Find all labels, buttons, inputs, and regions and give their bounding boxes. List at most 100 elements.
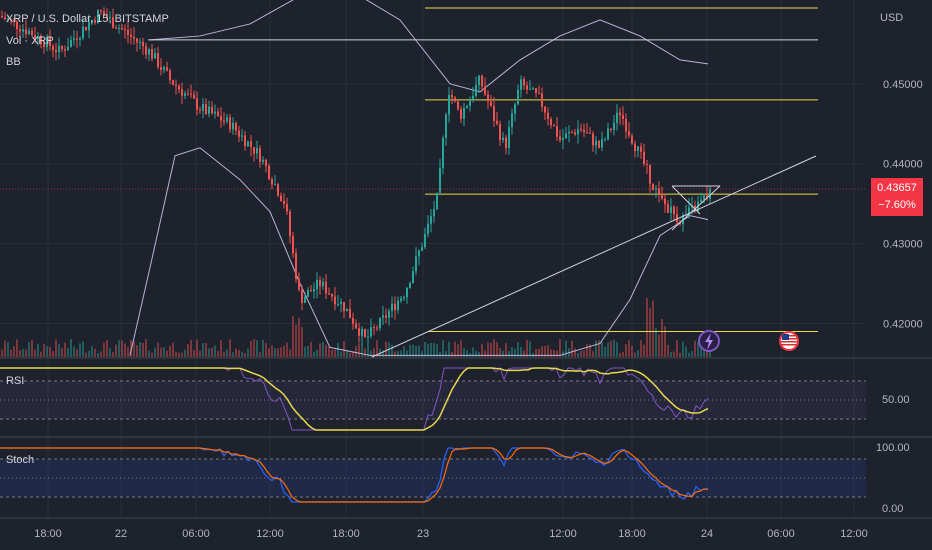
stoch-label[interactable]: Stoch [6,454,35,466]
volume-bar [577,352,579,357]
candle-body [637,146,639,151]
candle-body [340,301,342,305]
volume-bar [247,348,249,357]
candle-body [490,101,492,106]
volume-bar [349,352,351,357]
candle-body [196,98,198,110]
volume-bar [541,346,543,357]
candle-body [58,45,60,53]
candle-body [622,115,624,119]
candle-body [34,35,36,39]
candle-body [349,308,351,319]
candle-body [22,29,24,32]
candle-body [262,159,264,162]
volume-bar [184,349,186,357]
volume-bar [67,347,69,357]
volume-bar [346,350,348,357]
volume-bar [337,342,339,357]
volume-bar [403,346,405,357]
candle-body [643,151,645,165]
volume-bar [418,345,420,357]
candle-body [238,130,240,137]
volume-bar [358,343,360,357]
volume-bar [40,351,42,357]
volume-bar [400,350,402,357]
event-marker-flash-icon[interactable] [698,330,720,352]
volume-bar [91,346,93,357]
candle-body [229,117,231,130]
candle-body [127,29,129,35]
volume-bar [664,326,666,357]
volume-bar [244,352,246,357]
candle-body [535,88,537,93]
rsi-ma-line [0,367,709,431]
volume-bar [697,342,699,357]
candle-body [250,141,252,148]
candle-body [277,184,279,196]
price-tick: 0.43000 [883,239,923,251]
volume-bar [448,341,450,357]
volume-bar [199,350,201,357]
candle-body [427,223,429,234]
volume-bar [52,351,54,357]
time-axis[interactable]: 18:00 22 06:00 12:00 18:00 23 12:00 18:00 24 06:0… [34,528,868,540]
time-tick: 23 [417,528,429,540]
candle-body [484,86,486,95]
volume-bar [46,346,48,357]
volume-bar [280,347,282,357]
volume-bar [475,350,477,357]
candle-body [271,179,273,185]
candle-body [613,122,615,130]
candle-body [208,106,210,114]
price-axis[interactable]: 0.45000 0.44000 0.43000 0.42000 [883,79,923,331]
candle-body [274,184,276,186]
candle-body [343,301,345,312]
candle-body [205,104,207,114]
candle-body [313,289,315,292]
volume-bar [442,340,444,357]
volume-bar [325,344,327,357]
volume-bar [676,339,678,357]
candle-body [199,109,201,111]
volume-bar [175,351,177,357]
candle-body [493,105,495,121]
candle-body [253,147,255,154]
candle-body [79,38,81,40]
candle-body [184,93,186,96]
candle-body [130,34,132,37]
volume-bar [322,341,324,357]
volume-bar [589,344,591,357]
rsi-tick: 50.00 [882,394,910,406]
volume-bar [478,352,480,357]
rsi-label[interactable]: RSI [6,375,25,387]
candle-body [61,45,63,50]
volume-bar [265,343,267,357]
candle-body [514,104,516,114]
volume-bar [271,345,273,357]
volume-bar [649,308,651,357]
event-marker-flag-icon[interactable] [779,331,799,351]
volume-legend[interactable]: Vol · XRP [6,35,54,47]
volume-bar [136,345,138,357]
volume-bar [370,350,372,357]
horizontal-levels[interactable] [148,7,818,332]
candle-body [265,159,267,167]
volume-bar [616,342,618,357]
candle-body [82,26,84,39]
bb-legend[interactable]: BB [6,56,21,68]
trendlines[interactable] [371,155,817,358]
candle-body [301,289,303,303]
volume-bar [235,348,237,357]
symbol-title[interactable]: XRP / U.S. Dollar, 15, BITSTAMP [6,13,169,25]
volume-bar [433,343,435,357]
candle-body [337,304,339,306]
volume-bar [691,350,693,357]
candle-body [634,143,636,151]
candle-body [49,37,51,47]
candle-body [289,211,291,237]
candle-body [259,148,261,162]
volume-bar [463,348,465,357]
triangle-line [671,185,701,215]
candle-body [193,94,195,99]
